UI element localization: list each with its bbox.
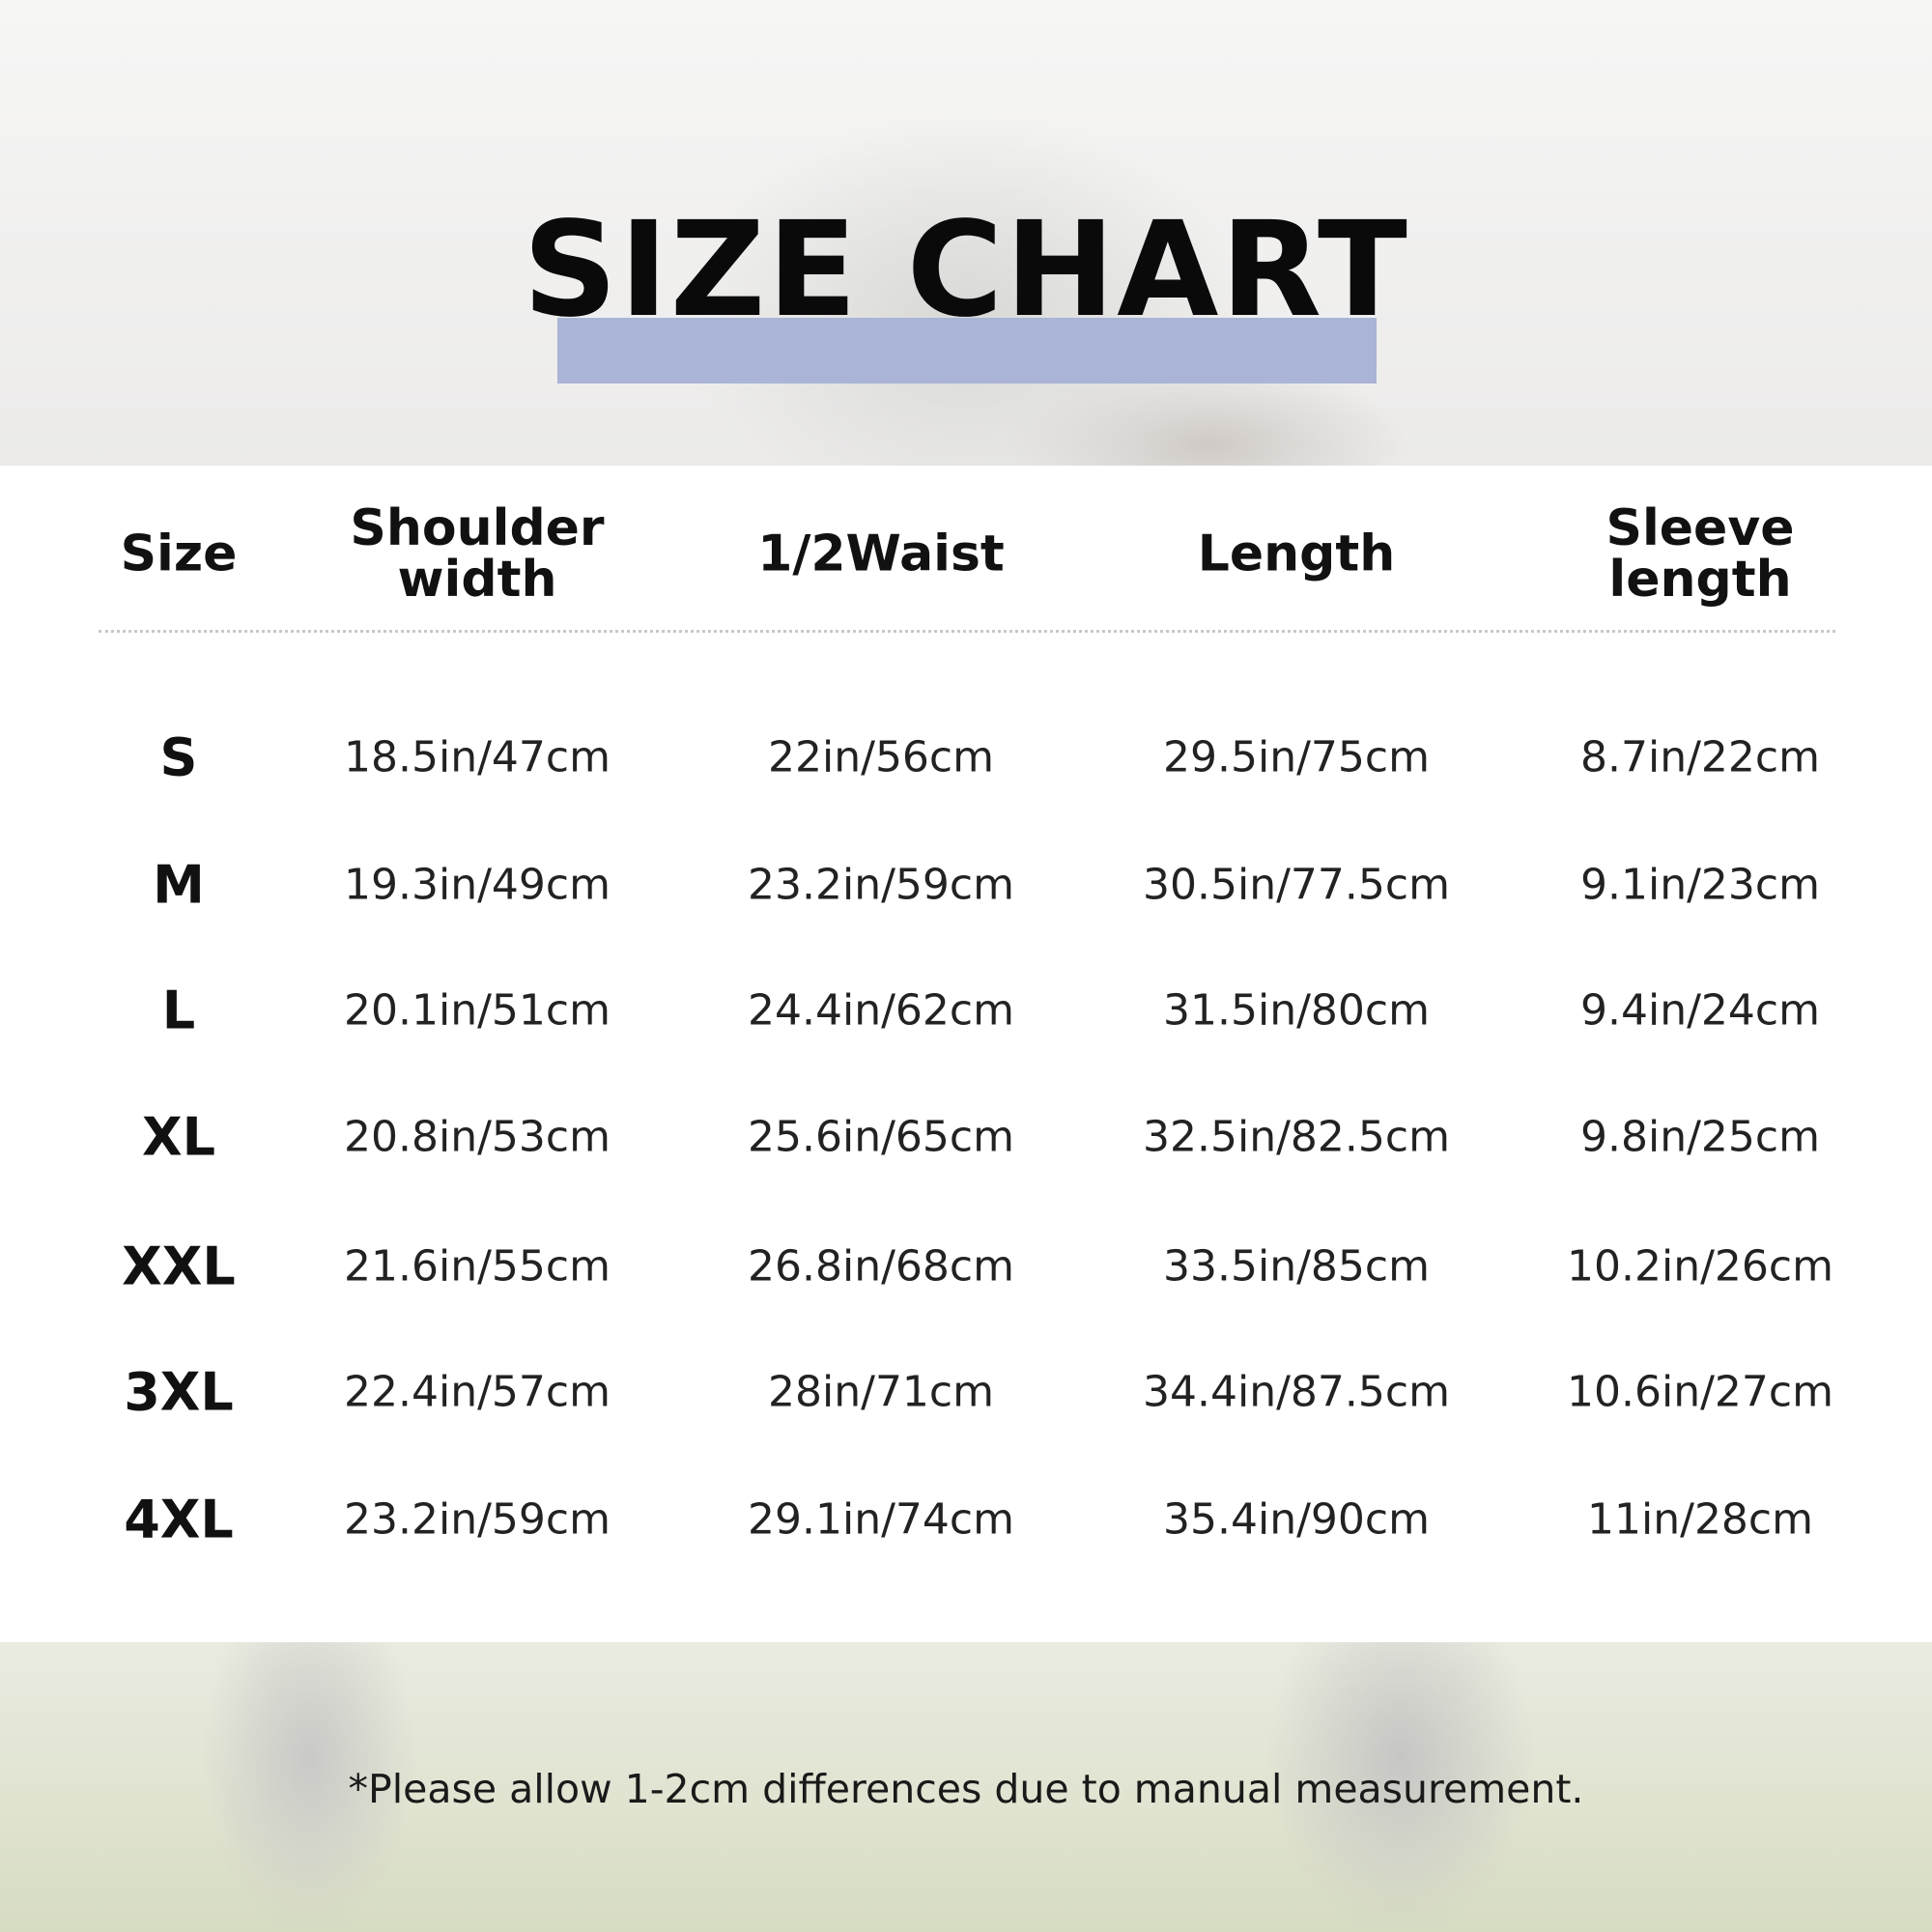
table-cell: 22.4in/57cm (344, 1367, 611, 1417)
table-cell: 31.5in/80cm (1163, 985, 1430, 1036)
column-header: Size (120, 525, 238, 583)
table-cell: 9.1in/23cm (1580, 860, 1820, 910)
table-cell: 20.8in/53cm (344, 1112, 611, 1162)
size-label: XXL (122, 1236, 236, 1297)
size-label: XL (141, 1106, 216, 1168)
size-table-panel (0, 466, 1932, 1642)
table-cell: 23.2in/59cm (344, 1494, 611, 1545)
column-header: Length (1197, 525, 1396, 583)
background-photo-bottom (0, 1642, 1932, 1932)
table-cell: 32.5in/82.5cm (1143, 1112, 1450, 1162)
table-cell: 34.4in/87.5cm (1143, 1367, 1450, 1417)
table-cell: 8.7in/22cm (1580, 732, 1820, 782)
page-title: SIZE CHART (523, 194, 1409, 347)
title-underline-bar (557, 318, 1377, 384)
table-cell: 10.2in/26cm (1567, 1241, 1833, 1292)
table-cell: 28in/71cm (768, 1367, 994, 1417)
background-photo-top (0, 0, 1932, 466)
column-header: Sleeve length (1605, 498, 1795, 609)
size-label: 4XL (124, 1489, 234, 1550)
table-cell: 29.1in/74cm (748, 1494, 1014, 1545)
table-cell: 20.1in/51cm (344, 985, 611, 1036)
size-label: 3XL (124, 1361, 234, 1423)
table-cell: 9.8in/25cm (1580, 1112, 1820, 1162)
table-cell: 30.5in/77.5cm (1143, 860, 1450, 910)
table-cell: 22in/56cm (768, 732, 994, 782)
header-divider (99, 630, 1835, 633)
table-cell: 25.6in/65cm (748, 1112, 1014, 1162)
table-cell: 10.6in/27cm (1567, 1367, 1833, 1417)
column-header: 1/2Waist (757, 525, 1005, 583)
table-cell: 21.6in/55cm (344, 1241, 611, 1292)
table-cell: 24.4in/62cm (748, 985, 1014, 1036)
column-header: Shoulder width (350, 498, 605, 609)
table-cell: 23.2in/59cm (748, 860, 1014, 910)
table-cell: 18.5in/47cm (344, 732, 611, 782)
size-label: S (159, 726, 198, 788)
table-cell: 26.8in/68cm (748, 1241, 1014, 1292)
table-cell: 19.3in/49cm (344, 860, 611, 910)
measurement-note: *Please allow 1-2cm differences due to m… (348, 1766, 1584, 1812)
size-label: L (161, 980, 196, 1041)
table-cell: 9.4in/24cm (1580, 985, 1820, 1036)
size-label: M (153, 854, 205, 916)
table-cell: 33.5in/85cm (1163, 1241, 1430, 1292)
table-cell: 29.5in/75cm (1163, 732, 1430, 782)
table-cell: 35.4in/90cm (1163, 1494, 1430, 1545)
table-cell: 11in/28cm (1587, 1494, 1813, 1545)
